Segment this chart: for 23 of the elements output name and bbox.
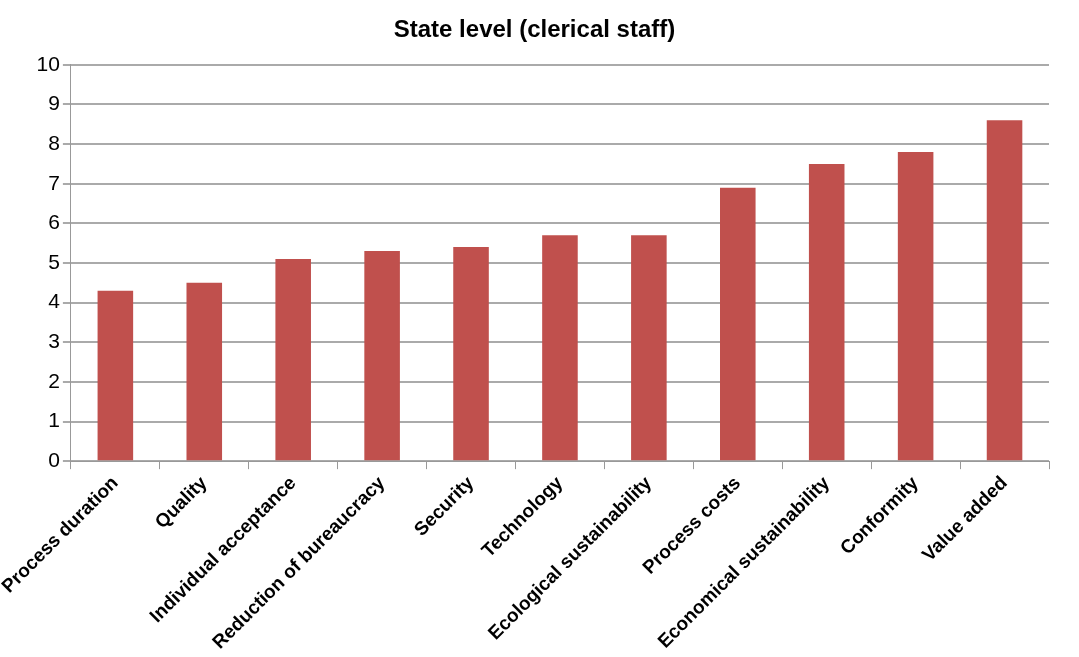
bar xyxy=(808,163,845,461)
y-tick-label: 5 xyxy=(48,249,60,273)
y-tick-label: 9 xyxy=(48,91,60,115)
y-tick-label: 6 xyxy=(48,210,60,234)
y-tick-label: 10 xyxy=(36,51,60,75)
y-tick-label: 7 xyxy=(48,170,60,194)
y-tick-label: 3 xyxy=(48,329,60,353)
y-tick-label: 0 xyxy=(48,447,60,471)
bar xyxy=(986,120,1023,461)
chart-title: State level (clerical staff) xyxy=(393,15,676,43)
y-tick-label: 4 xyxy=(48,289,61,313)
y-tick-label: 8 xyxy=(48,130,60,154)
y-tick-label: 1 xyxy=(48,408,60,432)
bar xyxy=(275,259,311,461)
bar xyxy=(720,187,756,461)
bar xyxy=(364,251,400,461)
bar xyxy=(453,247,489,461)
bar xyxy=(542,235,578,461)
bar xyxy=(631,235,667,461)
bar xyxy=(897,152,934,461)
y-tick-label: 2 xyxy=(48,368,60,392)
bar xyxy=(186,282,223,461)
bar xyxy=(97,290,134,461)
